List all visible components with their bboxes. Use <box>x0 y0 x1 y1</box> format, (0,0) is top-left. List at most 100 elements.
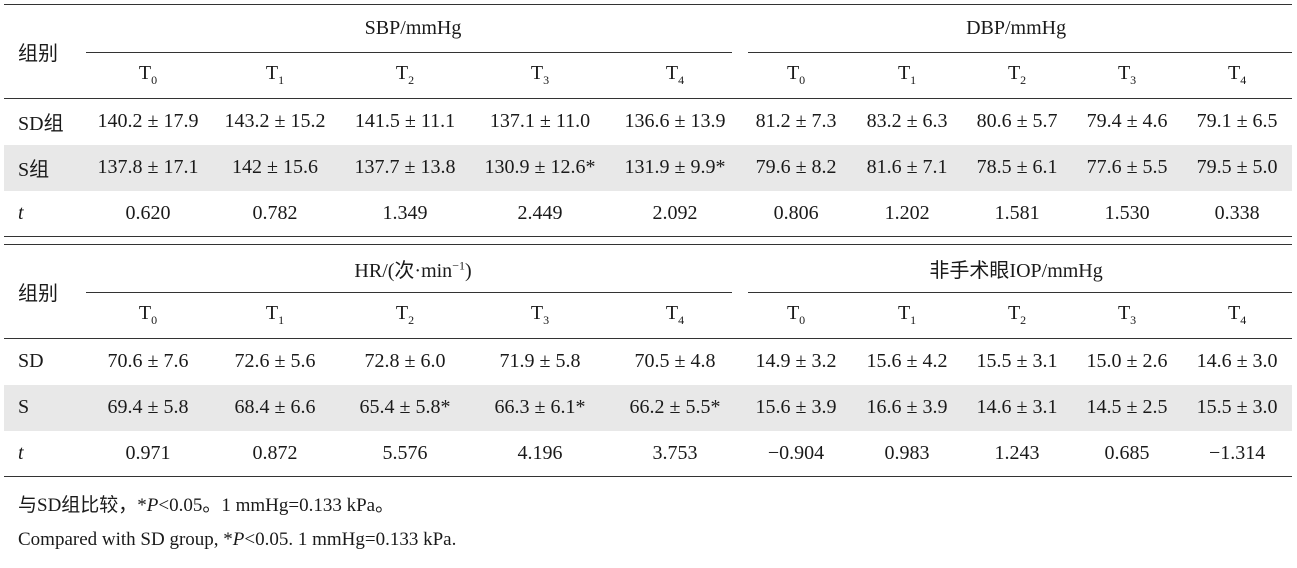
table2-hr-title-sup: −1 <box>452 258 465 273</box>
table-row: t 0.620 0.782 1.349 2.449 2.092 0.806 1.202 1.58… <box>4 191 1293 237</box>
time-header-base: T <box>1227 302 1241 325</box>
table-cell: 130.9 ± 12.6* <box>484 156 596 178</box>
table-cell: 16.6 ± 3.9 <box>866 396 948 418</box>
table-cell: 1.349 <box>382 201 428 224</box>
table2-hr-header: HR/(次·min−1) <box>86 245 740 293</box>
table-cell: 71.9 ± 5.8 <box>499 350 581 373</box>
table-cell: 80.6 ± 5.7 <box>976 110 1058 133</box>
time-header-base: T <box>786 62 800 85</box>
note-en-suffix: <0.05. 1 mmHg=0.133 kPa. <box>244 529 457 550</box>
table-cell: 0.620 <box>125 201 171 224</box>
time-header: T0 <box>86 293 210 339</box>
time-header-base: T <box>265 62 279 85</box>
time-header-base: T <box>265 302 279 325</box>
time-header-base: T <box>665 62 679 85</box>
table-cell: 0.983 <box>884 441 930 464</box>
table-cell: 131.9 ± 9.9* <box>624 156 726 178</box>
time-header-sub: 1 <box>910 313 917 328</box>
time-header-sub: 3 <box>1130 73 1137 88</box>
table-cell: 79.5 ± 5.0 <box>1196 156 1278 178</box>
table-cell: 137.7 ± 13.8 <box>354 156 456 178</box>
time-header: T3 <box>470 293 610 339</box>
table-cell: 81.6 ± 7.1 <box>866 156 948 178</box>
table-cell: 78.5 ± 6.1 <box>976 156 1058 178</box>
table-cell: −1.314 <box>1208 441 1266 464</box>
time-header: T3 <box>1072 293 1182 339</box>
table-cell: 5.576 <box>382 441 428 464</box>
time-header: T0 <box>740 293 852 339</box>
row-label: t <box>18 441 24 464</box>
table-cell: 143.2 ± 15.2 <box>224 110 326 133</box>
time-header: T4 <box>1182 293 1292 339</box>
time-header-base: T <box>530 62 544 85</box>
time-header-sub: 1 <box>910 73 917 88</box>
note-english: Compared with SD group, *P<0.05. 1 mmHg=… <box>18 529 456 551</box>
time-header-sub: 0 <box>799 73 806 88</box>
table-cell: 66.2 ± 5.5* <box>629 396 721 418</box>
time-header: T3 <box>1072 53 1182 99</box>
table-cell: 15.5 ± 3.1 <box>976 350 1058 373</box>
table-row: SD 70.6 ± 7.6 72.6 ± 5.6 72.8 ± 6.0 71.9 ± 5… <box>4 339 1292 385</box>
table-cell: 15.6 ± 3.9 <box>755 396 837 418</box>
row-label: SD组 <box>18 113 64 136</box>
table2-group-header: 组别 <box>4 244 86 339</box>
table-cell: 141.5 ± 11.1 <box>354 110 456 133</box>
table-cell: 1.581 <box>994 201 1040 224</box>
table1-sbp-title: SBP/mmHg <box>364 17 462 40</box>
table-cell: 0.806 <box>773 201 819 224</box>
table1-dbp-title: DBP/mmHg <box>966 17 1067 40</box>
table-cell: 137.1 ± 11.0 <box>489 110 591 133</box>
time-header-sub: 4 <box>1240 313 1247 328</box>
table2-iop-title: 非手术眼IOP/mmHg <box>929 260 1103 283</box>
time-header-sub: 3 <box>543 313 550 328</box>
row-label: S组 <box>18 159 50 181</box>
time-header-base: T <box>138 302 152 325</box>
table2-hr-title-end: ) <box>464 260 472 283</box>
time-header-sub: 4 <box>678 313 685 328</box>
row-label: S <box>18 396 30 418</box>
time-header-sub: 4 <box>1240 73 1247 88</box>
table-cell: 15.6 ± 4.2 <box>866 350 948 373</box>
table-cell: 137.8 ± 17.1 <box>97 156 199 178</box>
time-header-sub: 3 <box>543 73 550 88</box>
table-cell: 140.2 ± 17.9 <box>97 110 199 133</box>
time-header-sub: 2 <box>408 73 415 88</box>
table-cell: 0.338 <box>1214 201 1260 224</box>
time-header-base: T <box>1227 62 1241 85</box>
table-cell: 15.0 ± 2.6 <box>1086 350 1168 373</box>
table-cell: 142 ± 15.6 <box>232 156 318 178</box>
time-header: T1 <box>852 53 962 99</box>
time-header-sub: 4 <box>678 73 685 88</box>
note-en-prefix: Compared with SD group, * <box>18 529 233 550</box>
table-cell: 69.4 ± 5.8 <box>107 396 189 418</box>
time-header-base: T <box>395 62 409 85</box>
time-header-sub: 1 <box>278 313 285 328</box>
time-header: T2 <box>962 293 1072 339</box>
table-cell: 66.3 ± 6.1* <box>494 396 586 418</box>
table-cell: 79.1 ± 6.5 <box>1196 110 1278 133</box>
table-cell: 72.8 ± 6.0 <box>364 350 446 373</box>
note-en-p: P <box>232 529 245 550</box>
table-row: S 69.4 ± 5.8 68.4 ± 6.6 65.4 ± 5.8* 66.3 ± 6… <box>4 384 1293 431</box>
time-header: T1 <box>210 53 340 99</box>
table-cell: 136.6 ± 13.9 <box>624 110 726 133</box>
table-cell: −0.904 <box>767 441 825 464</box>
note-chinese: 与SD组比较，*P<0.05。1 mmHg=0.133 kPa。 <box>18 490 394 517</box>
time-header: T2 <box>962 53 1072 99</box>
time-header-base: T <box>897 62 911 85</box>
table-cell: 0.971 <box>125 441 171 464</box>
table2-body: SD 70.6 ± 7.6 72.6 ± 5.6 72.8 ± 6.0 71.9 ± 5… <box>4 339 1293 477</box>
table-cell: 2.092 <box>652 201 698 224</box>
table-cell: 14.6 ± 3.0 <box>1196 350 1278 373</box>
table-cell: 0.872 <box>252 441 298 464</box>
table-cell: 65.4 ± 5.8* <box>359 396 451 418</box>
table-sbp-dbp: 组别 SBP/mmHg DBP/mmHg T0 T1 T2 T3 T4 T0 T1 T2 T3 T… <box>4 4 1293 237</box>
time-header-base: T <box>138 62 152 85</box>
table-cell: 70.6 ± 7.6 <box>107 350 189 373</box>
time-header-base: T <box>897 302 911 325</box>
time-header: T0 <box>740 53 852 99</box>
table1-header-row-1: 组别 SBP/mmHg DBP/mmHg <box>4 4 1293 99</box>
table-cell: 15.5 ± 3.0 <box>1196 396 1278 418</box>
table-row: S组 137.8 ± 17.1 142 ± 15.6 137.7 ± 13.8 130.… <box>4 144 1293 191</box>
